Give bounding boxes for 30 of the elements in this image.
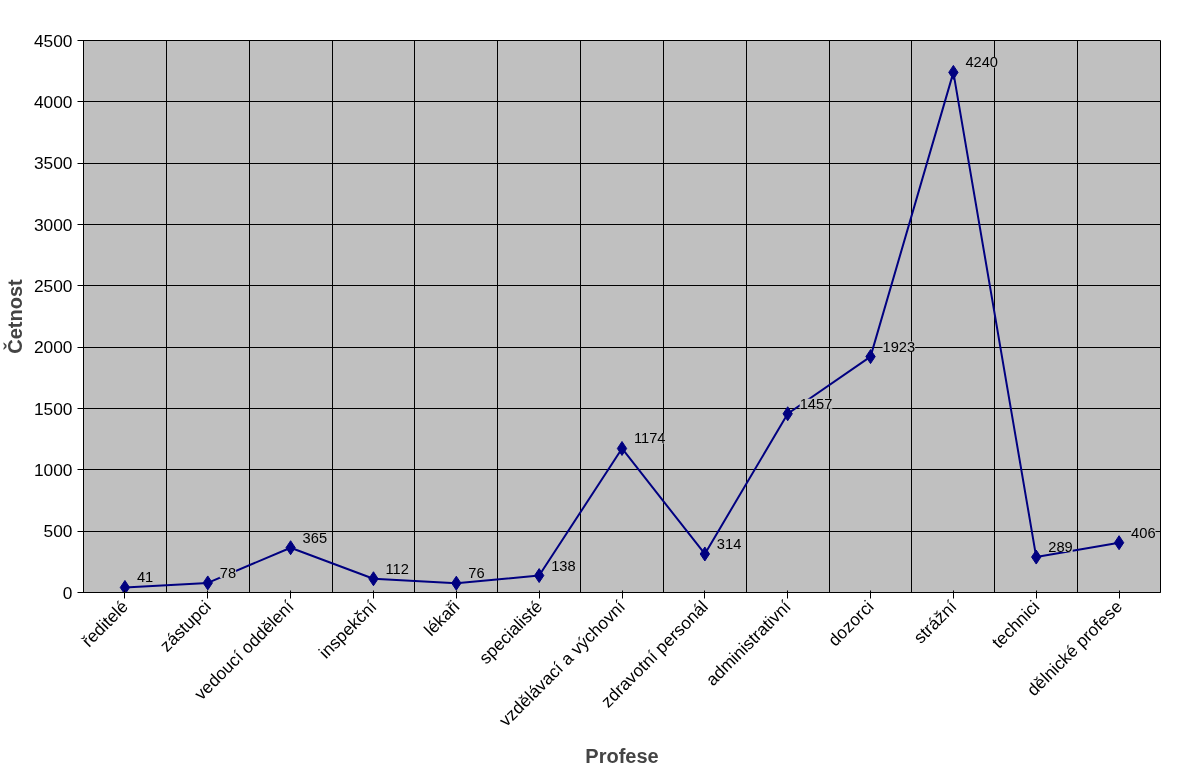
point (616, 440, 628, 456)
y-tick-label: 1500 (33, 398, 73, 419)
y-tick-label: 4500 (33, 30, 73, 51)
data-label: 41 (136, 569, 154, 586)
y-tick-label: 500 (43, 521, 73, 542)
data-label: 4240 (965, 54, 998, 71)
y-tick-label: 2500 (33, 275, 73, 296)
data-label: 406 (1131, 524, 1156, 541)
data-label: 1457 (799, 395, 833, 412)
point (1113, 535, 1125, 551)
data-label: 78 (219, 564, 237, 581)
data-label: 314 (716, 535, 742, 552)
data-label: 138 (551, 557, 576, 574)
point (533, 568, 545, 584)
y-tick-label: 3500 (33, 153, 73, 174)
y-tick-label: 3000 (33, 214, 73, 235)
y-tick-label: 4000 (33, 91, 73, 112)
point (699, 546, 711, 562)
data-label: 365 (302, 529, 328, 546)
data-label: 1174 (634, 430, 666, 447)
data-label: 289 (1048, 539, 1073, 556)
data-label: 1923 (882, 338, 916, 355)
y-tick-label: 2000 (33, 337, 73, 358)
data-label: 76 (468, 565, 485, 582)
y-axis-title: Četnost (2, 278, 26, 354)
y-tick-label: 0 (62, 582, 73, 603)
x-axis-title: Profese (585, 745, 659, 768)
y-tick-label: 1000 (33, 459, 73, 480)
point (119, 579, 131, 593)
data-label: 112 (385, 560, 409, 577)
